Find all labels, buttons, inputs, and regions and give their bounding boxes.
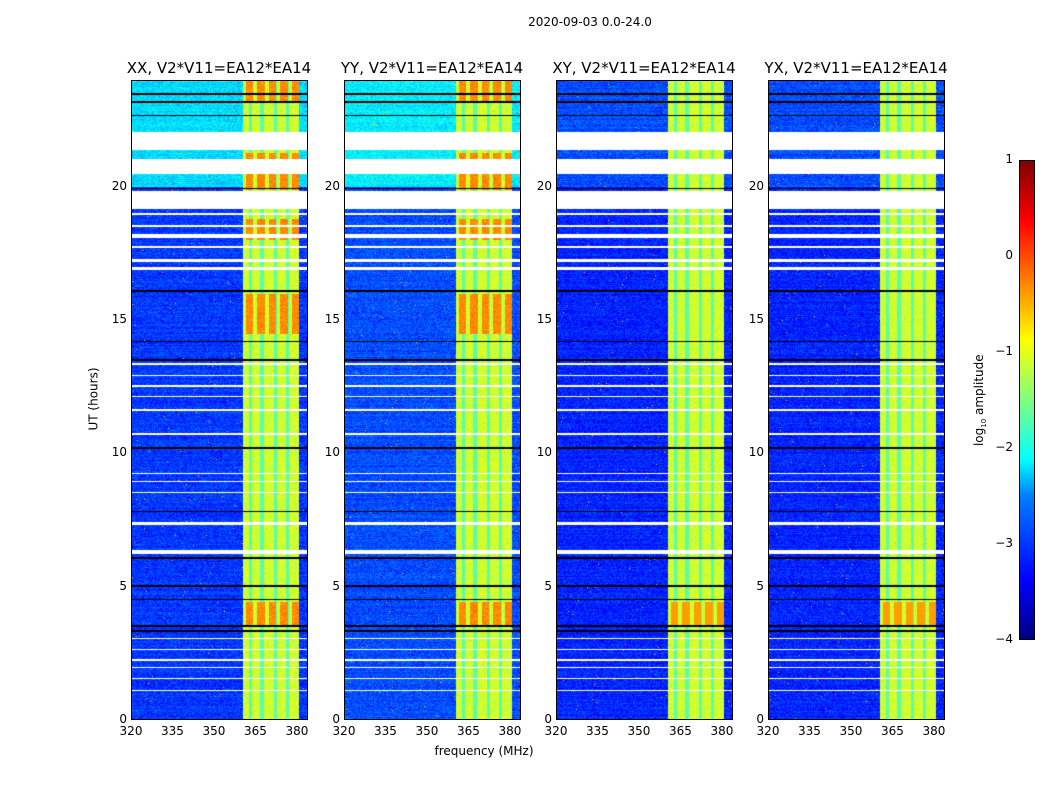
y-tick-label: 20 <box>536 178 552 193</box>
y-tick-label: 15 <box>111 312 127 326</box>
x-tick-label: 335 <box>586 724 609 738</box>
x-tick-label: 350 <box>627 724 651 738</box>
y-tick-label: 15 <box>324 312 340 326</box>
y-tick-label: 0 <box>756 712 764 726</box>
colorbar-tick-label: 0 <box>1005 248 1013 262</box>
x-tick-label: 380 <box>498 724 522 738</box>
y-tick-label: 20 <box>324 178 340 193</box>
x-tick-label: 365 <box>244 724 267 738</box>
y-tick-label: 15 <box>536 312 552 326</box>
x-tick-label: 350 <box>839 724 863 738</box>
colorbar-tick-label: −1 <box>995 344 1013 358</box>
colorbar <box>1019 160 1035 640</box>
figure-title: 2020-09-03 0.0-24.0 <box>528 15 652 29</box>
heatmap-panel <box>131 80 308 720</box>
x-tick-label: 335 <box>161 724 184 738</box>
y-tick-label: 5 <box>119 578 127 593</box>
x-tick-label: 335 <box>798 724 821 738</box>
y-tick-label: 5 <box>756 578 764 593</box>
x-tick-label: 365 <box>881 724 904 738</box>
panel-title: YX, V2*V11=EA12*EA14 <box>764 59 948 77</box>
heatmap-canvas <box>132 81 307 719</box>
colorbar-tick-label: −4 <box>995 632 1013 646</box>
x-tick-label: 365 <box>669 724 692 738</box>
x-tick-label: 365 <box>457 724 480 738</box>
colorbar-label: log10 amplitude <box>971 354 989 447</box>
x-tick-label: 350 <box>415 724 439 738</box>
heatmap-panel <box>344 80 521 720</box>
y-tick-label: 5 <box>332 578 340 593</box>
heatmap-canvas <box>345 81 520 719</box>
panel-title: XY, V2*V11=EA12*EA14 <box>552 59 736 77</box>
x-axis-label: frequency (MHz) <box>434 744 534 758</box>
colorbar-tick-label: 1 <box>1005 152 1013 166</box>
y-tick-label: 10 <box>111 445 127 460</box>
panel-title: XX, V2*V11=EA12*EA14 <box>126 59 312 77</box>
x-tick-label: 320 <box>332 724 356 738</box>
y-tick-label: 0 <box>332 712 340 726</box>
y-axis-label: UT (hours) <box>86 367 101 431</box>
x-tick-label: 320 <box>119 724 143 738</box>
colorbar-tick-label: −3 <box>995 536 1013 550</box>
heatmap-canvas <box>557 81 732 719</box>
y-tick-label: 0 <box>119 712 127 726</box>
x-tick-label: 380 <box>710 724 734 738</box>
y-tick-label: 10 <box>324 445 340 460</box>
y-tick-label: 15 <box>748 312 764 326</box>
colorbar-tick-label: −2 <box>995 440 1013 454</box>
x-tick-label: 320 <box>544 724 568 738</box>
panel-title: YY, V2*V11=EA12*EA14 <box>340 59 524 77</box>
x-tick-label: 320 <box>756 724 780 738</box>
heatmap-canvas <box>769 81 944 719</box>
heatmap-panel <box>556 80 733 720</box>
y-tick-label: 10 <box>536 445 552 460</box>
heatmap-panel <box>768 80 945 720</box>
y-tick-label: 10 <box>748 445 764 460</box>
x-tick-label: 350 <box>202 724 226 738</box>
y-tick-label: 20 <box>111 178 127 193</box>
x-tick-label: 335 <box>374 724 397 738</box>
x-tick-label: 380 <box>922 724 946 738</box>
y-tick-label: 20 <box>748 178 764 193</box>
x-tick-label: 380 <box>285 724 309 738</box>
y-tick-label: 0 <box>544 712 552 726</box>
y-tick-label: 5 <box>544 578 552 593</box>
